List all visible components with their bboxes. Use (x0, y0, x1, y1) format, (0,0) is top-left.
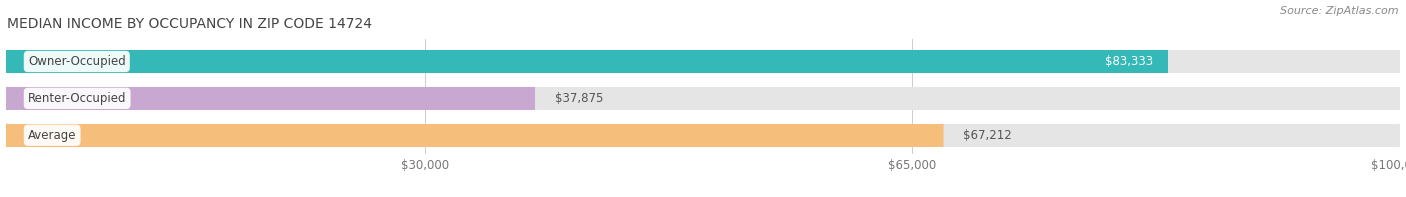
Bar (7, 87, 534, 110)
Bar (7, 50, 1167, 73)
Text: Source: ZipAtlas.com: Source: ZipAtlas.com (1281, 6, 1399, 16)
Text: $67,212: $67,212 (963, 129, 1012, 142)
Text: $83,333: $83,333 (1105, 55, 1153, 68)
Bar (7, 50, 1399, 73)
Text: Average: Average (28, 129, 76, 142)
Bar (7, 124, 942, 147)
Text: MEDIAN INCOME BY OCCUPANCY IN ZIP CODE 14724: MEDIAN INCOME BY OCCUPANCY IN ZIP CODE 1… (7, 17, 373, 31)
Text: $37,875: $37,875 (555, 92, 603, 105)
Bar (7, 124, 1399, 147)
Bar (7, 87, 1399, 110)
Text: Renter-Occupied: Renter-Occupied (28, 92, 127, 105)
Text: Owner-Occupied: Owner-Occupied (28, 55, 125, 68)
